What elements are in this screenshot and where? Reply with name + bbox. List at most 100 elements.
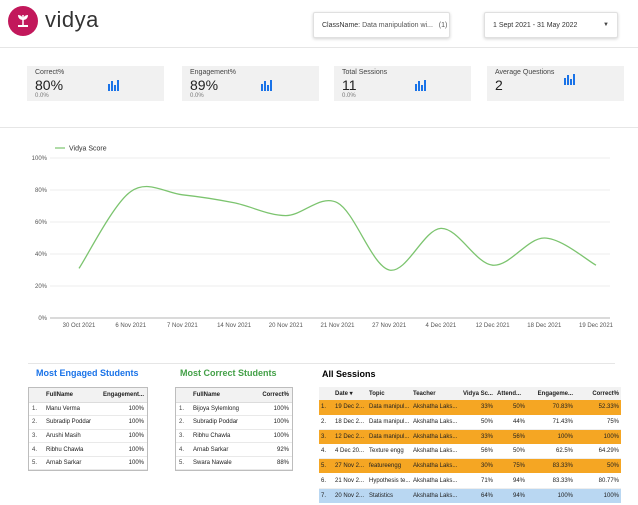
kpi-value: 80%	[35, 77, 64, 93]
table-row[interactable]: 7. 20 Nov 2... Statistics Akshatha Laks... 6…	[319, 488, 621, 503]
data-point[interactable]	[127, 188, 135, 196]
column-header-vidya-score[interactable]: Vidya Sc...	[461, 387, 495, 400]
date-range-value: 1 Sept 2021 - 31 May 2022	[493, 21, 578, 29]
column-header-fullname[interactable]: FullName	[190, 388, 253, 403]
session-topic: Data manipul...	[367, 400, 411, 415]
data-point[interactable]	[437, 224, 445, 232]
all-sessions-table: Date ▾ Topic Teacher Vidya Sc... Attend.…	[319, 387, 621, 505]
session-correct: 80.77%	[575, 473, 621, 489]
x-tick-label: 27 Nov 2021	[372, 323, 407, 329]
kpi-card-average-questions[interactable]: Average Questions 2	[487, 66, 624, 101]
session-attendance: 50%	[495, 444, 527, 460]
column-header-teacher[interactable]: Teacher	[411, 387, 461, 400]
data-point[interactable]	[540, 234, 548, 242]
column-header-date[interactable]: Date ▾	[333, 387, 367, 400]
column-header-engagement[interactable]: Engageme...	[527, 387, 575, 400]
kpi-label: Engagement%	[190, 69, 236, 76]
class-name-filter[interactable]: ClassName: Data manipulation wi... (1) ▼	[313, 12, 450, 38]
x-tick-label: 30 Oct 2021	[63, 323, 96, 329]
series-line-vidya-score	[78, 186, 597, 271]
row-index: 1.	[319, 400, 333, 415]
x-tick-label: 12 Dec 2021	[476, 323, 511, 329]
session-vidya-score: 33%	[461, 429, 495, 445]
column-header-attendance[interactable]: Attend...	[495, 387, 527, 400]
row-index: 4.	[29, 442, 43, 457]
data-point[interactable]	[230, 199, 238, 207]
row-index: 2.	[176, 415, 190, 430]
table-row[interactable]: 2. Subradip Poddar 100%	[29, 415, 147, 430]
x-tick-label: 7 Nov 2021	[167, 323, 198, 329]
table-row[interactable]: 4. Ribhu Chawla 100%	[29, 442, 147, 457]
kpi-card-correct[interactable]: Correct% 80% 0.0%	[27, 66, 164, 101]
student-metric: 100%	[97, 429, 147, 444]
session-attendance: 75%	[495, 458, 527, 474]
table-row[interactable]: 5. Swara Nawale 88%	[176, 456, 292, 471]
session-attendance: 56%	[495, 502, 527, 505]
row-index: 6.	[319, 473, 333, 489]
data-point[interactable]	[334, 199, 342, 207]
session-engagement: 70.83%	[527, 400, 575, 415]
session-date: 18 Dec 2...	[333, 414, 367, 430]
session-vidya-score: 64%	[461, 488, 495, 503]
y-tick-label: 100%	[32, 156, 48, 162]
session-teacher: Akshatha Laks...	[411, 400, 461, 415]
date-range-filter[interactable]: 1 Sept 2021 - 31 May 2022 ▼	[484, 12, 618, 38]
session-correct: 100%	[575, 488, 621, 503]
bar-chart-icon	[415, 80, 426, 91]
table-row[interactable]: 5. 27 Nov 2... featureengg Akshatha Laks...…	[319, 458, 621, 474]
x-tick-label: 20 Nov 2021	[269, 323, 304, 329]
table-row[interactable]: 2. Subradip Poddar 100%	[176, 415, 292, 430]
session-teacher: Akshatha Laks...	[411, 444, 461, 460]
data-point[interactable]	[385, 266, 393, 274]
data-point[interactable]	[178, 191, 186, 199]
session-correct: 64.29%	[575, 444, 621, 460]
table-row[interactable]: 4. Arnab Sarkar 92%	[176, 442, 292, 457]
column-header-correct[interactable]: Correct%	[252, 388, 292, 403]
column-header-correct[interactable]: Correct%	[575, 387, 621, 400]
kpi-delta: 0.0%	[35, 93, 49, 99]
data-point[interactable]	[282, 212, 290, 220]
data-point[interactable]	[75, 264, 83, 272]
kpi-label: Total Sessions	[342, 69, 388, 76]
session-correct: 100%	[575, 429, 621, 445]
column-header-engagement[interactable]: Engagement...	[97, 388, 147, 403]
session-teacher: Akshatha Laks...	[411, 414, 461, 430]
y-tick-label: 40%	[35, 252, 48, 258]
session-teacher: Akshatha Laks...	[411, 458, 461, 474]
session-topic: Data manipul...	[367, 429, 411, 445]
chart-legend[interactable]: Vidya Score	[55, 146, 107, 153]
table-row[interactable]: 1. 19 Dec 2... Data manipul... Akshatha Lak…	[319, 400, 621, 415]
legend-label: Vidya Score	[69, 146, 107, 153]
student-name: Bijoya Sylemlong	[190, 402, 253, 417]
table-row[interactable]: 3. Arushi Masih 100%	[29, 429, 147, 444]
table-row[interactable]: 3. 12 Dec 2... Data manipul... Akshatha Lak…	[319, 429, 621, 445]
table-row[interactable]: 1. Manu Verma 100%	[29, 402, 147, 417]
kpi-card-total-sessions[interactable]: Total Sessions 11 0.0%	[334, 66, 471, 101]
chart-series	[75, 186, 600, 274]
student-name: Arnab Sarkar	[190, 442, 253, 457]
student-name: Ribhu Chawla	[43, 442, 98, 457]
data-point[interactable]	[592, 261, 600, 269]
row-index: 5.	[176, 456, 190, 471]
session-vidya-score: 56%	[461, 444, 495, 460]
row-index: 2.	[29, 415, 43, 430]
session-attendance: 94%	[495, 488, 527, 503]
most-engaged-title: Most Engaged Students	[36, 368, 139, 378]
column-header-topic[interactable]: Topic	[367, 387, 411, 400]
table-row[interactable]: 6. 21 Nov 2... Hypothesis te... Akshatha La…	[319, 473, 621, 489]
table-row[interactable]: 1. Bijoya Sylemlong 100%	[176, 402, 292, 417]
student-metric: 100%	[97, 402, 147, 417]
data-point[interactable]	[489, 261, 497, 269]
session-topic: Statistics	[367, 488, 411, 503]
table-row[interactable]: 4. 4 Dec 20... Texture engg Akshatha Laks..…	[319, 444, 621, 460]
session-vidya-score: 71%	[461, 473, 495, 489]
table-row[interactable]: 3. Ribhu Chawla 100%	[176, 429, 292, 444]
chevron-down-icon: ▼	[603, 22, 609, 28]
kpi-card-engagement[interactable]: Engagement% 89% 0.0%	[182, 66, 319, 101]
table-row[interactable]: 5. Arnab Sarkar 100%	[29, 456, 147, 471]
x-tick-label: 6 Nov 2021	[115, 323, 146, 329]
table-row[interactable]: 2. 18 Dec 2... Data manipul... Akshatha Lak…	[319, 414, 621, 430]
column-header-fullname[interactable]: FullName	[43, 388, 98, 403]
table-row[interactable]: 8.14 Nov 2...Data visualiz...Akshatha La…	[319, 502, 621, 505]
student-metric: 88%	[252, 456, 292, 471]
